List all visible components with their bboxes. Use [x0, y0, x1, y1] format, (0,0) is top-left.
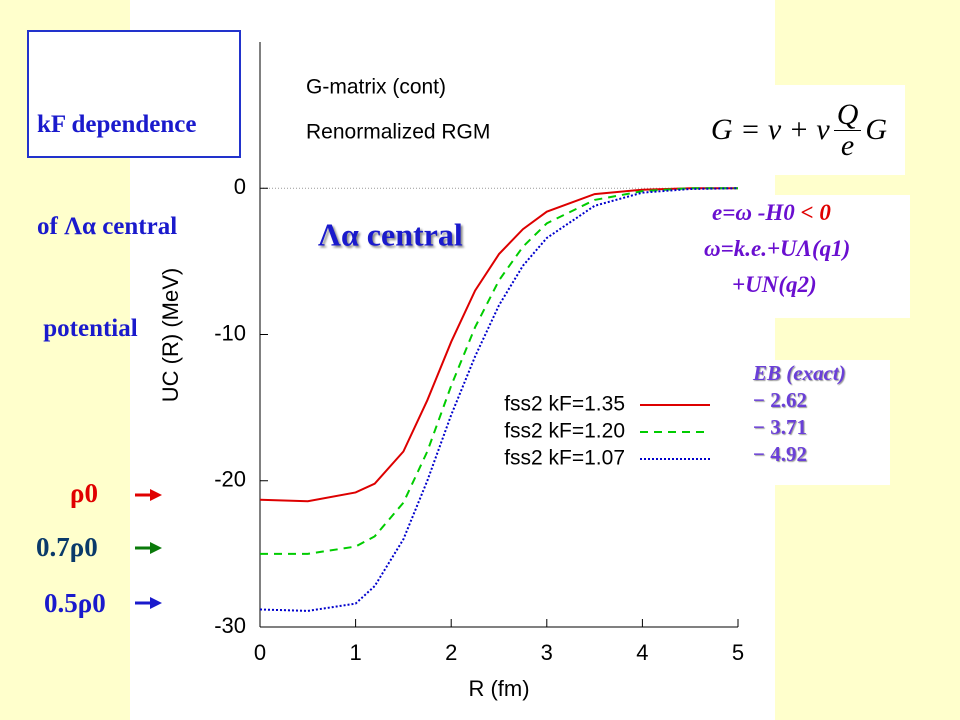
y-tick-label: -10: [214, 320, 246, 345]
annotation: G-matrix (cont): [306, 76, 446, 99]
y-axis-label: UC (R) (MeV): [158, 268, 183, 402]
binding-header: EB (exact): [753, 361, 846, 385]
x-axis-label: R (fm): [468, 676, 529, 701]
x-tick-label: 1: [349, 640, 361, 665]
equation-lhs: G = v + v: [710, 113, 830, 146]
title-line: kF dependence: [37, 111, 197, 138]
title-line: potential: [37, 315, 138, 342]
arrow-head: [150, 489, 162, 501]
binding-box: EB (exact) − 2.62 − 3.71 − 4.92: [735, 360, 890, 485]
x-tick-label: 4: [636, 640, 648, 665]
e-definition: e=ω -H0: [712, 200, 795, 225]
omega-line: ω=k.e.+UΛ(q1): [704, 236, 851, 261]
annotation: Λα central: [318, 216, 463, 252]
legend-label: fss2 kF=1.35: [504, 393, 625, 416]
binding-value: − 3.71: [753, 415, 807, 439]
curve: [259, 187, 738, 503]
legend-label: fss2 kF=1.07: [504, 447, 625, 470]
fraction: Q e: [833, 99, 862, 162]
title-box: kF dependence of Λα central potential: [27, 30, 241, 342]
energy-box: e=ω -H0 < 0 ω=k.e.+UΛ(q1) +UN(q2): [690, 195, 910, 318]
legend-label: fss2 kF=1.20: [504, 420, 625, 443]
numerator: Q: [833, 99, 862, 131]
x-tick-label: 3: [541, 640, 553, 665]
arrow-head: [150, 542, 162, 554]
x-tick-label: 2: [445, 640, 457, 665]
y-tick-label: -30: [214, 613, 246, 638]
curve: [260, 187, 738, 555]
density-label: ρ0: [70, 478, 98, 508]
x-tick-label: 0: [254, 640, 266, 665]
arrow-head: [150, 597, 162, 609]
curve: [259, 187, 739, 612]
equation-rhs: G: [865, 113, 888, 146]
x-tick-label: 5: [732, 640, 744, 665]
omega-line: +UN(q2): [732, 272, 817, 297]
binding-value: − 2.62: [753, 388, 807, 412]
density-label: 0.5ρ0: [44, 588, 106, 618]
density-label: 0.7ρ0: [36, 532, 98, 562]
denominator: e: [840, 128, 855, 162]
y-tick-label: -20: [214, 467, 246, 492]
equation-box: G = v + v Q e G: [693, 85, 905, 175]
e-sign: < 0: [800, 200, 831, 225]
binding-value: − 4.92: [753, 442, 807, 466]
y-tick-label: 0: [234, 174, 246, 199]
annotation: Renormalized RGM: [306, 121, 490, 144]
title-line: of Λα central: [37, 213, 178, 240]
